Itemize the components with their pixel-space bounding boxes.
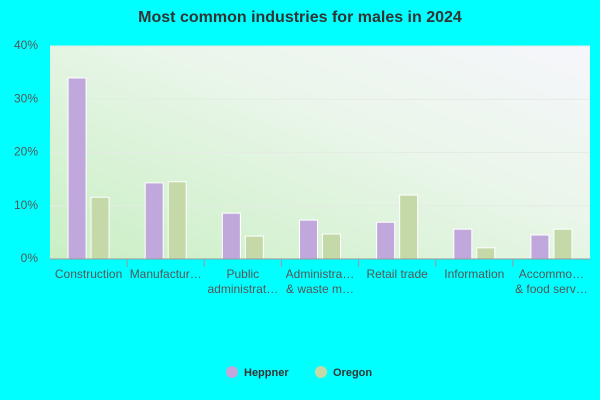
y-tick-label: 10% <box>14 198 38 212</box>
bar <box>167 181 187 260</box>
y-tick-label: 30% <box>14 91 38 105</box>
bar <box>376 221 396 260</box>
bar <box>67 77 87 260</box>
legend-label: Oregon <box>333 367 372 379</box>
bar <box>530 234 550 260</box>
legend-label: Heppner <box>244 367 289 379</box>
x-tick-label: Manufactur… <box>130 267 202 281</box>
y-tick-label: 40% <box>14 38 38 52</box>
x-tick-label: Administra… & waste m… <box>286 267 355 296</box>
bar <box>322 233 341 260</box>
bar <box>453 228 473 260</box>
x-tick-label: Accommo… & food serv… <box>515 267 588 296</box>
chart-title: Most common industries for males in 2024 <box>138 9 462 26</box>
bar <box>90 196 110 260</box>
bar <box>399 194 419 260</box>
bar <box>476 247 496 260</box>
bar <box>244 235 264 260</box>
bar <box>221 212 241 260</box>
legend-swatch <box>226 366 238 378</box>
bar <box>144 182 164 260</box>
y-tick-label: 0% <box>21 251 39 265</box>
bar <box>553 228 573 260</box>
y-tick-label: 20% <box>14 145 38 159</box>
x-tick-label: Construction <box>55 267 122 281</box>
x-tick-label: Retail trade <box>366 267 428 281</box>
legend-swatch <box>315 366 327 378</box>
x-tick-label: Information <box>444 267 504 281</box>
x-tick-label: Public administrat… <box>208 267 279 296</box>
bar <box>299 219 318 260</box>
